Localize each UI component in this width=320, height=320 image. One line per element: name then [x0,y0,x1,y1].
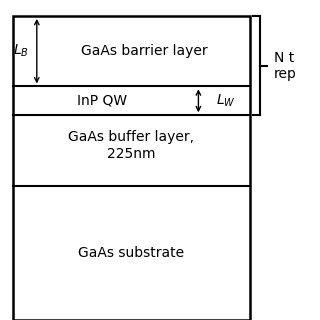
Text: $L_B$: $L_B$ [13,43,29,60]
Text: $L_W$: $L_W$ [216,92,236,109]
Text: InP QW: InP QW [77,94,127,108]
Text: GaAs barrier layer: GaAs barrier layer [81,44,207,58]
Text: GaAs buffer layer,
225nm: GaAs buffer layer, 225nm [68,131,194,161]
Text: N t
rep: N t rep [274,51,296,81]
Bar [13,16,250,320]
Text: GaAs substrate: GaAs substrate [78,246,184,260]
